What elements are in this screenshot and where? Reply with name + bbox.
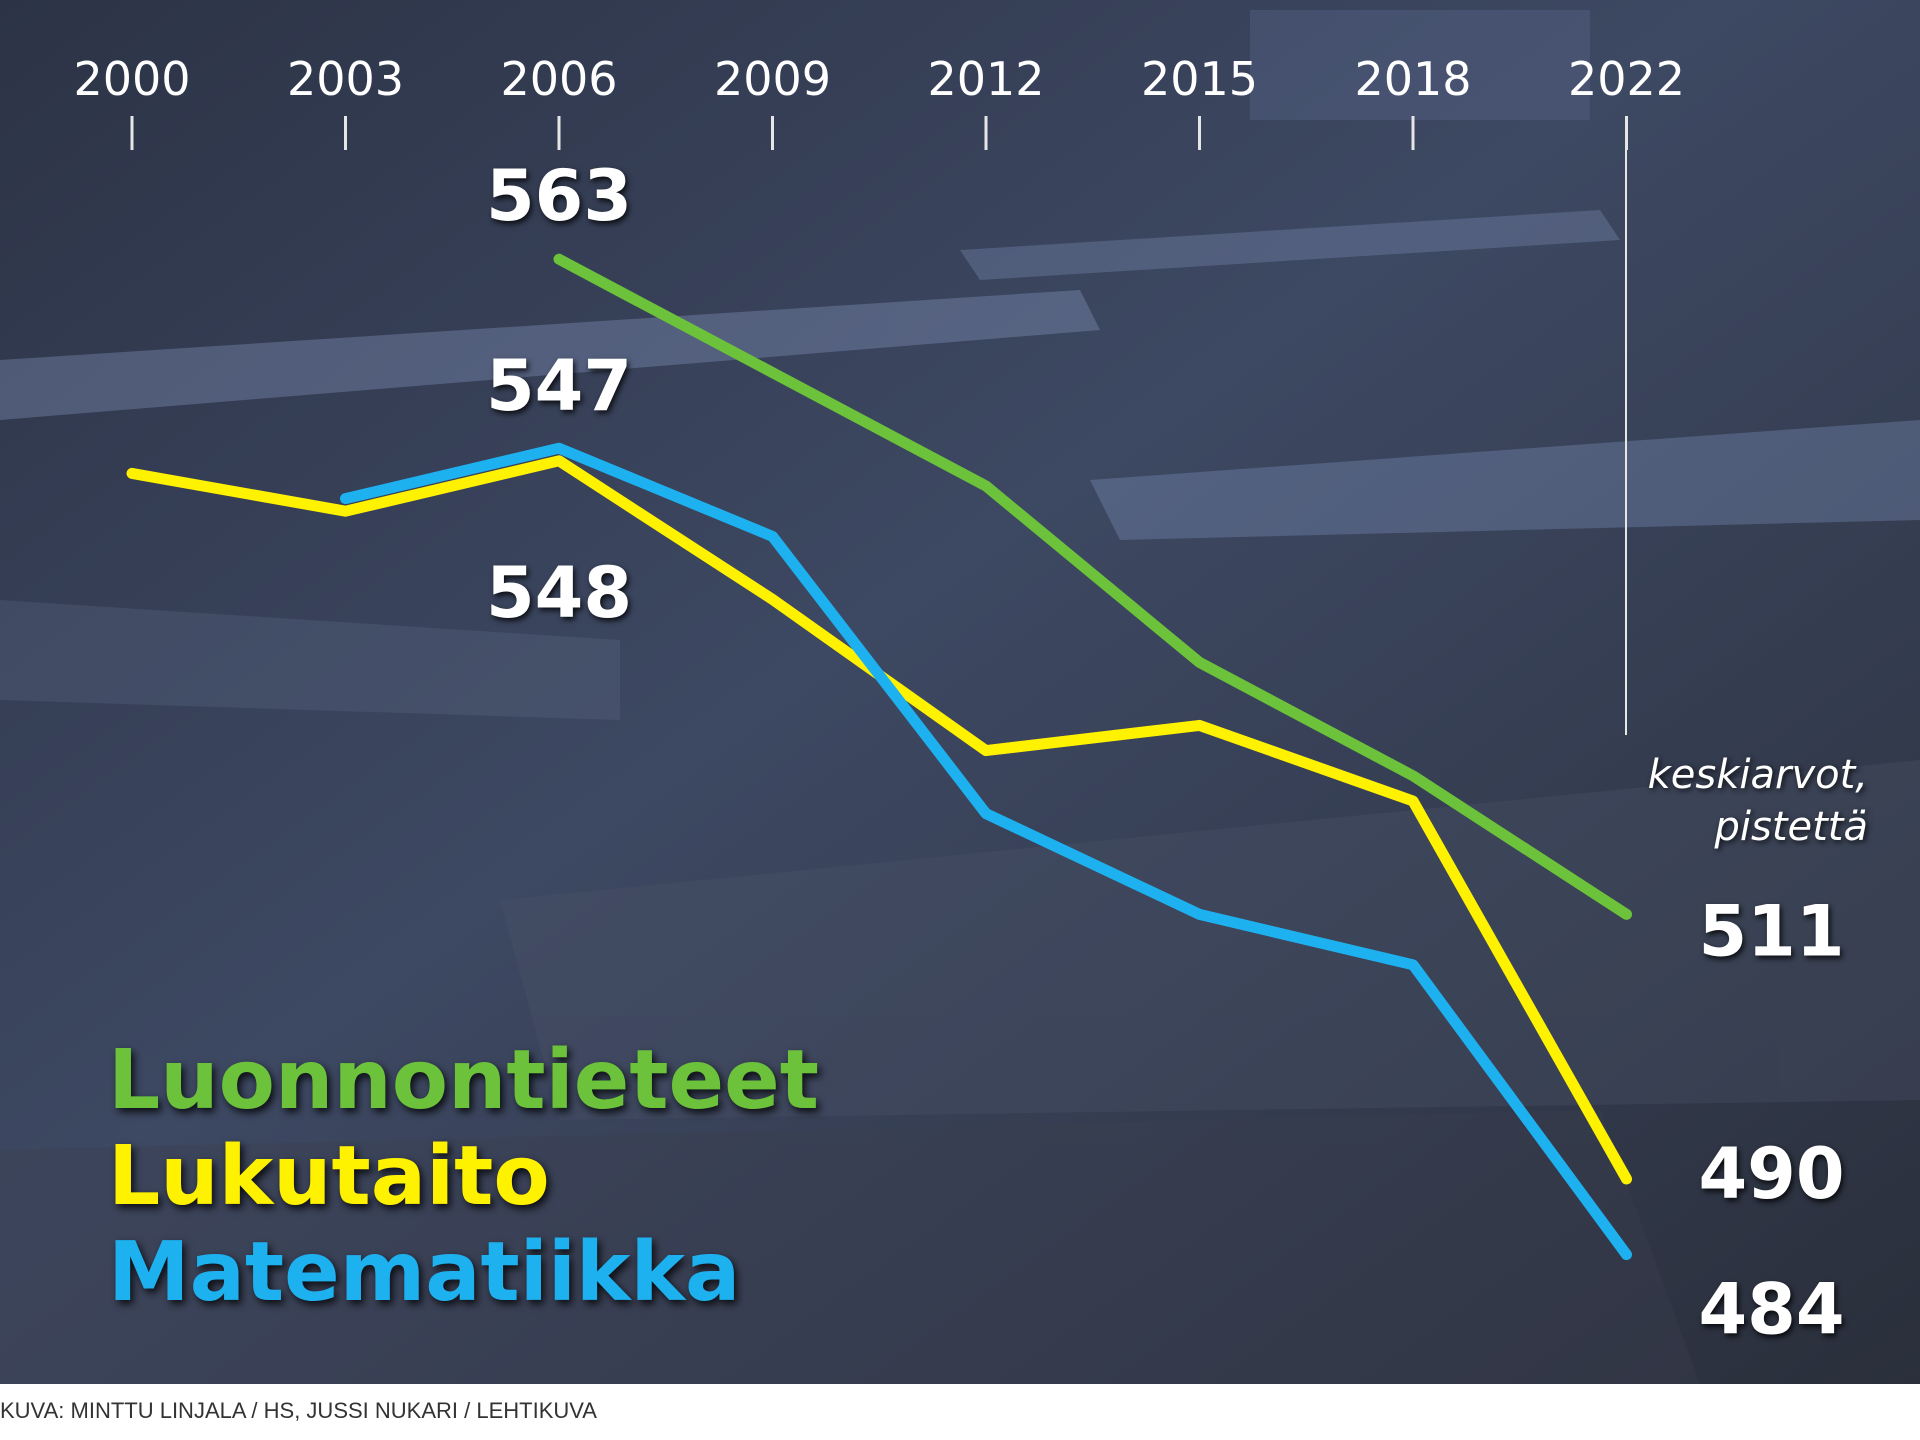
data-label: 548	[486, 552, 632, 634]
data-label: 484	[1698, 1269, 1844, 1351]
classroom-desks	[0, 10, 1920, 1384]
x-tick-label: 2000	[73, 52, 190, 106]
x-tick-label: 2022	[1568, 52, 1685, 106]
legend-entry: Lukutaito	[108, 1129, 550, 1224]
plot: 2000 2003 2006 2009 2012 2015 2018 2022 563 547 54…	[73, 52, 1868, 1351]
background-photo	[0, 0, 1920, 1384]
x-tick-label: 2009	[714, 52, 831, 106]
data-label: 563	[486, 155, 632, 237]
x-tick-label: 2003	[287, 52, 404, 106]
legend-entry: Matematiikka	[108, 1225, 740, 1320]
series-line	[340, 442, 1632, 1261]
legend-entry: Luonnontieteet	[108, 1033, 819, 1128]
credit: KUVA: MINTTU LINJALA / HS, JUSSI NUKARI …	[0, 1398, 597, 1423]
data-label: 490	[1698, 1133, 1844, 1215]
x-tick-label: 2006	[500, 52, 617, 106]
x-tick-label: 2015	[1141, 52, 1258, 106]
annotation: keskiarvot,	[1648, 752, 1868, 798]
credit-bar	[0, 1384, 1920, 1440]
data-label: 547	[486, 345, 632, 427]
x-tick-label: 2018	[1354, 52, 1471, 106]
series-line	[553, 253, 1632, 920]
data-label: 511	[1698, 890, 1844, 972]
x-tick-label: 2012	[927, 52, 1044, 106]
annotation: pistettä	[1713, 804, 1868, 850]
